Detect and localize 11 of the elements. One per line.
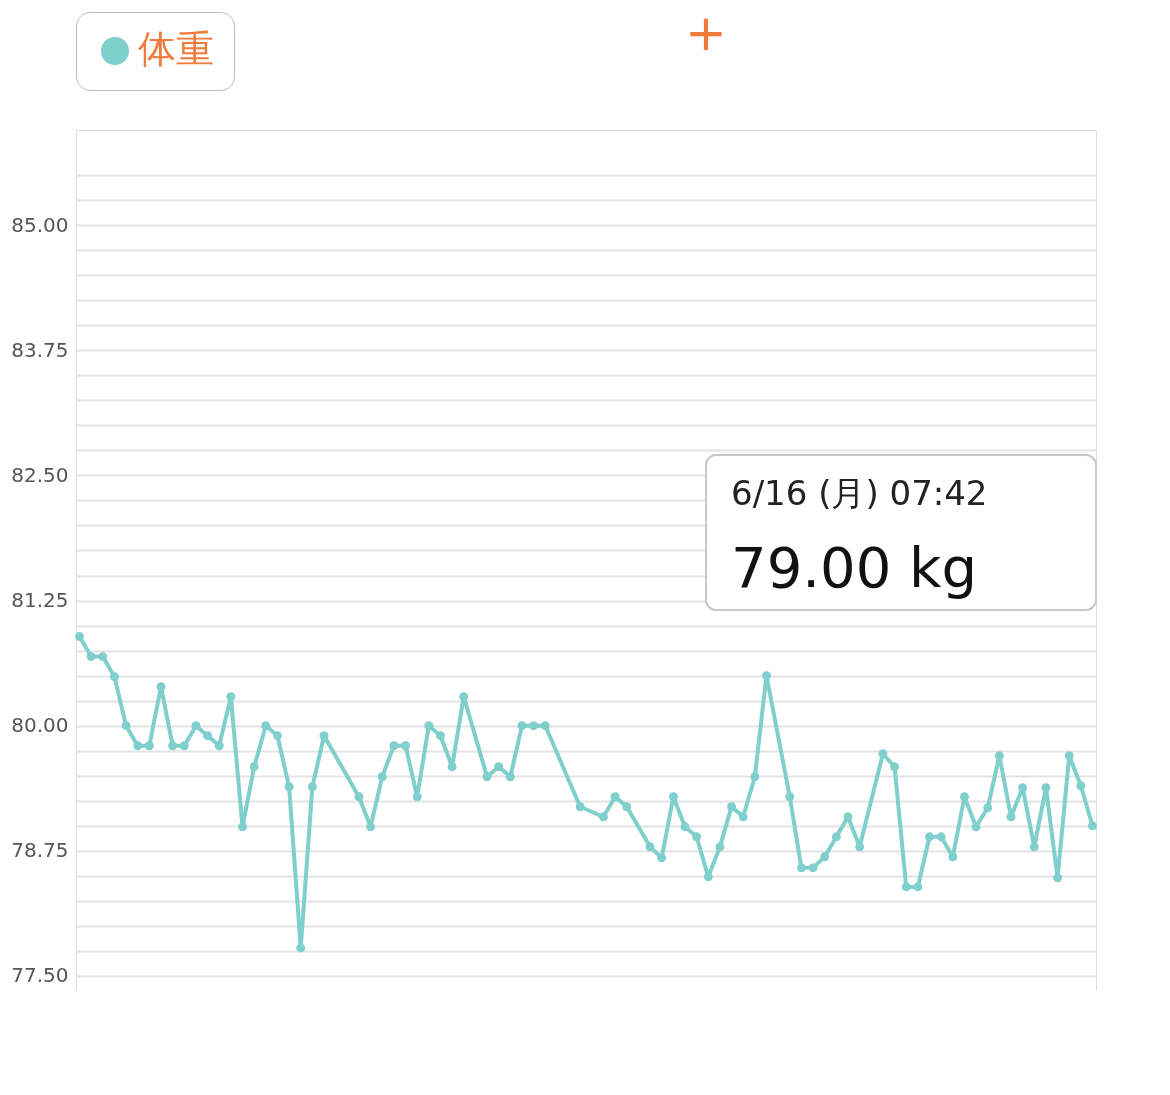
annotation: 79.00 kg	[731, 535, 978, 600]
text: +	[685, 4, 727, 62]
annotation: 6/16 (月) 07:42	[731, 473, 988, 513]
y-tick-label: 81.25	[11, 588, 69, 613]
y-tick-label: 83.75	[11, 337, 69, 362]
y-tick-label: 85.00	[11, 212, 69, 237]
y-tick-label: 77.50	[11, 963, 69, 988]
y-tick-label: 80.00	[11, 713, 69, 738]
y-tick-label: 78.75	[11, 838, 69, 863]
y-tick-label: 82.50	[11, 462, 69, 487]
legend-label: 体重	[138, 27, 214, 71]
